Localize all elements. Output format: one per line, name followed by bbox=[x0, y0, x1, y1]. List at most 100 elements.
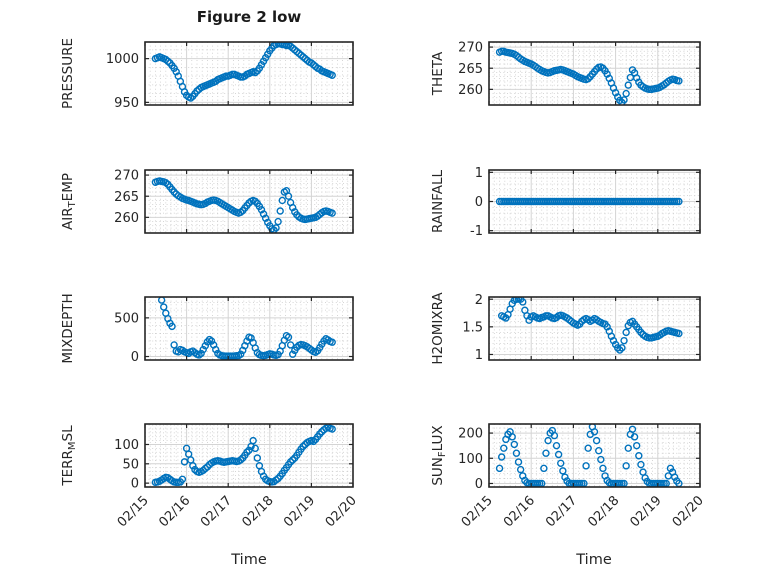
data-point bbox=[616, 96, 624, 105]
y-tick-label: 270 bbox=[114, 169, 139, 184]
data-point bbox=[276, 207, 284, 215]
y-tick-label: 0 bbox=[475, 477, 483, 492]
data-point bbox=[328, 425, 336, 433]
data-point bbox=[542, 449, 550, 457]
x-tick-label: 02/16 bbox=[501, 493, 538, 530]
y-tick-label: 950 bbox=[114, 96, 139, 111]
data-point bbox=[554, 450, 563, 459]
data-point bbox=[497, 453, 506, 461]
data-point bbox=[637, 460, 645, 469]
data-point bbox=[622, 89, 630, 98]
data-point bbox=[286, 458, 295, 466]
subplot-h2omixra: 1 1.5 2 H2OMIXRA bbox=[430, 292, 701, 365]
tick-marks bbox=[144, 297, 354, 360]
y-tick-label: 265 bbox=[458, 62, 483, 77]
data-series-sun_flux bbox=[495, 424, 683, 487]
subplot-terr_msl: 0 50 100 TERRMSL 02/15 02/16 02/17 02/18 02/19 02… bbox=[60, 423, 360, 530]
x-tick-label: 02/19 bbox=[628, 493, 665, 530]
tick-marks bbox=[488, 42, 701, 105]
y-axis-label-air_temp: AIRTEMP bbox=[60, 173, 78, 230]
y-tick-label: 1000 bbox=[106, 52, 139, 67]
major-grid bbox=[145, 424, 353, 487]
y-axis-label-h2omixra: H2OMIXRA bbox=[430, 292, 446, 365]
data-point bbox=[622, 328, 630, 337]
data-point bbox=[178, 475, 187, 483]
data-point bbox=[278, 196, 286, 205]
data-series-terr_msl bbox=[151, 424, 336, 487]
data-point bbox=[516, 465, 525, 474]
data-point bbox=[274, 217, 282, 226]
x-tick-label: 02/20 bbox=[323, 493, 360, 530]
y-tick-label: 1 bbox=[475, 166, 483, 181]
tick-marks bbox=[488, 297, 701, 360]
tick-marks bbox=[488, 424, 701, 487]
y-tick-label: 0 bbox=[131, 350, 139, 365]
data-point bbox=[243, 448, 251, 456]
data-point bbox=[514, 458, 523, 466]
minor-grid bbox=[145, 297, 353, 360]
data-point bbox=[189, 462, 197, 470]
data-point bbox=[253, 454, 262, 462]
x-tick-label: 02/20 bbox=[670, 493, 707, 530]
data-point bbox=[599, 464, 607, 473]
figure-title: Figure 2 low bbox=[196, 8, 302, 26]
data-point bbox=[510, 440, 519, 449]
data-point bbox=[620, 336, 628, 345]
data-point bbox=[207, 337, 216, 345]
major-grid bbox=[489, 42, 700, 105]
y-tick-label: 0 bbox=[475, 195, 483, 210]
axes-box bbox=[144, 296, 354, 361]
data-point bbox=[236, 456, 245, 464]
y-axis-label-pressure: PRESSURE bbox=[60, 38, 76, 109]
tick-marks bbox=[144, 170, 354, 233]
data-point bbox=[249, 436, 257, 445]
x-tick-label: 02/16 bbox=[156, 493, 193, 530]
subplot-air_temp: 260 265 270 AIRTEMP bbox=[60, 169, 354, 234]
data-point bbox=[180, 458, 189, 466]
data-point bbox=[197, 349, 205, 358]
subplot-mixdepth: 0 500 MIXDEPTH bbox=[60, 293, 354, 365]
data-point bbox=[609, 336, 618, 345]
y-tick-label: 200 bbox=[458, 427, 483, 442]
x-tick-label: 02/15 bbox=[459, 493, 496, 530]
x-tick-label: 02/15 bbox=[115, 493, 152, 530]
data-series-theta bbox=[495, 47, 683, 105]
y-axis-label-sun_flux: SUNFLUX bbox=[430, 425, 448, 485]
data-point bbox=[328, 338, 336, 346]
data-point bbox=[561, 473, 569, 481]
subplot-rainfall: -1 0 1 RAINFALL bbox=[430, 166, 701, 239]
data-point bbox=[160, 303, 168, 311]
data-point bbox=[500, 444, 508, 452]
axes-box bbox=[144, 423, 354, 488]
data-point bbox=[675, 329, 683, 338]
data-point bbox=[592, 436, 601, 445]
x-tick-label: 02/18 bbox=[585, 493, 622, 530]
y-tick-label: 500 bbox=[114, 311, 139, 326]
data-point bbox=[584, 75, 592, 83]
y-tick-label: 270 bbox=[458, 41, 483, 56]
data-point bbox=[584, 444, 592, 452]
data-point bbox=[544, 436, 552, 445]
data-series-mixdepth bbox=[157, 297, 336, 360]
data-point bbox=[643, 477, 651, 486]
data-series-air_temp bbox=[151, 177, 336, 233]
y-tick-label: 100 bbox=[458, 452, 483, 467]
axes-box bbox=[144, 169, 354, 234]
data-point bbox=[288, 456, 297, 464]
x-tick-label: 02/17 bbox=[198, 493, 235, 530]
subplot-theta: 260 265 270 THETA bbox=[430, 41, 701, 106]
data-point bbox=[559, 467, 567, 475]
data-point bbox=[622, 462, 630, 470]
data-point bbox=[519, 298, 527, 306]
y-axis-label-theta: THETA bbox=[430, 51, 446, 96]
data-point bbox=[552, 441, 561, 450]
data-point bbox=[670, 473, 679, 481]
tick-marks bbox=[144, 42, 354, 105]
x-tick-label: 02/17 bbox=[543, 493, 580, 530]
y-tick-label: 265 bbox=[114, 190, 139, 205]
data-point bbox=[550, 431, 559, 440]
data-point bbox=[328, 71, 336, 79]
data-point bbox=[199, 345, 207, 354]
data-point bbox=[512, 449, 521, 457]
